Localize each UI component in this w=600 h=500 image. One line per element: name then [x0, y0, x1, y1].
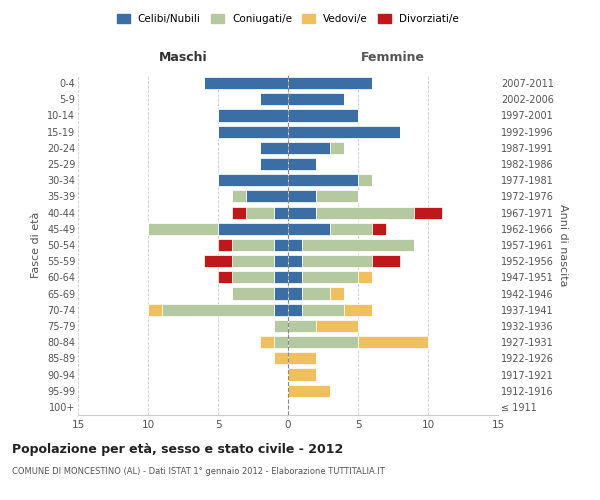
Bar — [288, 320, 316, 332]
Bar — [274, 336, 288, 348]
Bar — [218, 222, 288, 235]
Bar — [204, 77, 288, 89]
Text: COMUNE DI MONCESTINO (AL) - Dati ISTAT 1° gennaio 2012 - Elaborazione TUTTITALIA: COMUNE DI MONCESTINO (AL) - Dati ISTAT 1… — [12, 468, 385, 476]
Bar — [288, 190, 316, 202]
Bar — [288, 110, 358, 122]
Bar — [246, 206, 274, 218]
Y-axis label: Fasce di età: Fasce di età — [31, 212, 41, 278]
Bar — [358, 336, 428, 348]
Bar — [302, 239, 414, 251]
Bar — [288, 352, 316, 364]
Bar — [330, 222, 372, 235]
Bar — [288, 255, 302, 268]
Bar — [288, 206, 316, 218]
Bar — [246, 190, 288, 202]
Bar — [302, 304, 344, 316]
Bar — [232, 255, 274, 268]
Bar — [204, 255, 232, 268]
Y-axis label: Anni di nascita: Anni di nascita — [557, 204, 568, 286]
Bar — [330, 288, 344, 300]
Bar — [232, 288, 274, 300]
Bar — [316, 190, 358, 202]
Legend: Celibi/Nubili, Coniugati/e, Vedovi/e, Divorziati/e: Celibi/Nubili, Coniugati/e, Vedovi/e, Di… — [113, 10, 463, 29]
Bar — [288, 142, 330, 154]
Bar — [218, 174, 288, 186]
Bar — [218, 272, 232, 283]
Bar — [330, 142, 344, 154]
Bar — [274, 239, 288, 251]
Bar — [218, 126, 288, 138]
Bar — [288, 158, 316, 170]
Bar — [148, 222, 218, 235]
Bar — [274, 288, 288, 300]
Bar — [260, 93, 288, 106]
Bar — [162, 304, 274, 316]
Bar — [232, 272, 274, 283]
Bar — [358, 174, 372, 186]
Bar — [344, 304, 372, 316]
Bar — [288, 368, 316, 380]
Bar — [288, 336, 358, 348]
Bar — [316, 320, 358, 332]
Bar — [274, 352, 288, 364]
Bar — [288, 239, 302, 251]
Bar — [288, 93, 344, 106]
Bar — [218, 110, 288, 122]
Bar — [232, 206, 246, 218]
Bar — [148, 304, 162, 316]
Bar — [288, 304, 302, 316]
Text: Femmine: Femmine — [361, 50, 425, 64]
Bar — [288, 126, 400, 138]
Bar — [274, 255, 288, 268]
Bar — [288, 222, 330, 235]
Bar — [218, 239, 232, 251]
Bar — [358, 272, 372, 283]
Bar — [288, 272, 302, 283]
Text: Maschi: Maschi — [158, 50, 208, 64]
Text: Popolazione per età, sesso e stato civile - 2012: Popolazione per età, sesso e stato civil… — [12, 442, 343, 456]
Bar — [232, 190, 246, 202]
Bar — [288, 384, 330, 397]
Bar — [316, 206, 414, 218]
Bar — [302, 272, 358, 283]
Bar — [260, 158, 288, 170]
Bar — [414, 206, 442, 218]
Bar — [288, 288, 302, 300]
Bar — [302, 255, 372, 268]
Bar — [288, 174, 358, 186]
Bar — [274, 272, 288, 283]
Bar — [260, 142, 288, 154]
Bar — [372, 255, 400, 268]
Bar — [274, 206, 288, 218]
Bar — [274, 304, 288, 316]
Bar — [288, 77, 372, 89]
Bar — [274, 320, 288, 332]
Bar — [232, 239, 274, 251]
Bar — [372, 222, 386, 235]
Bar — [302, 288, 330, 300]
Bar — [260, 336, 274, 348]
